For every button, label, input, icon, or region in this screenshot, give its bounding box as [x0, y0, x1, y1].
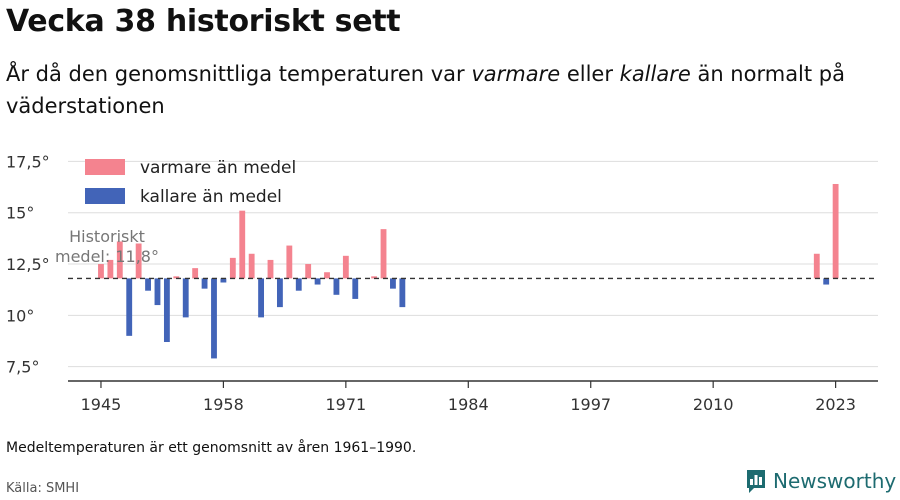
bar	[173, 276, 180, 279]
bar	[333, 278, 340, 295]
x-tick-label: 1997	[570, 395, 611, 414]
bar	[211, 278, 217, 359]
bar	[229, 257, 236, 279]
bar	[267, 259, 274, 279]
bar	[154, 278, 161, 306]
bar	[258, 278, 265, 318]
bar	[98, 264, 104, 279]
x-tick-label: 1984	[448, 395, 489, 414]
y-tick-label: 17,5°	[6, 152, 50, 171]
bar-chart: 7,5° 10° 12,5° 15° 17,5° Historiskt medel: 11,…	[6, 152, 878, 414]
bar	[145, 278, 151, 291]
bar	[220, 278, 227, 283]
bar	[399, 278, 406, 308]
legend-label: varmare än medel	[140, 158, 296, 178]
bar	[239, 210, 246, 279]
bar	[314, 278, 321, 285]
bar	[107, 259, 114, 279]
bar	[380, 229, 387, 279]
source-note: Källa: SMHI	[6, 481, 80, 496]
y-tick-label: 10°	[6, 306, 34, 325]
brand-name: Newsworthy	[773, 469, 897, 493]
x-tick-label: 2010	[693, 395, 734, 414]
subtitle-cold-word: kallare	[619, 62, 691, 86]
bar	[135, 243, 142, 279]
x-tick-label: 1971	[325, 395, 366, 414]
subtitle-warm-word: varmare	[471, 62, 561, 86]
subtitle-part-3: än normalt på väderstationen	[6, 62, 845, 118]
bar	[390, 278, 396, 289]
bar	[116, 241, 123, 279]
bar	[823, 278, 830, 285]
bar	[295, 278, 302, 291]
bar	[163, 278, 170, 343]
bar	[201, 278, 208, 289]
page-title: Vecka 38 historiskt sett	[6, 4, 401, 39]
bar	[182, 278, 189, 318]
bar	[248, 253, 255, 279]
x-tick-label: 1945	[81, 395, 122, 414]
bar	[342, 255, 349, 279]
legend-swatch	[85, 188, 125, 204]
x-tick-label: 2023	[815, 395, 856, 414]
bar	[276, 278, 283, 308]
baseline-label: Historiskt medel: 11,8°	[55, 227, 159, 266]
bar	[192, 268, 199, 279]
brand-logo: Newsworthy	[745, 468, 896, 494]
bar	[324, 272, 330, 279]
bar	[305, 264, 312, 279]
subtitle-part-2: eller	[560, 62, 620, 86]
bar	[371, 276, 378, 279]
chart-subtitle: År då den genomsnittliga temperaturen va…	[6, 58, 866, 122]
bar	[832, 183, 839, 279]
bar	[352, 278, 359, 299]
bar	[126, 278, 133, 336]
y-tick-label: 7,5°	[6, 358, 39, 377]
y-tick-label: 15°	[6, 204, 34, 223]
bar	[286, 245, 293, 279]
y-tick-label: 12,5°	[6, 255, 50, 274]
footnote: Medeltemperaturen är ett genomsnitt av å…	[6, 440, 417, 456]
x-tick-label: 1958	[203, 395, 244, 414]
subtitle-part-1: År då den genomsnittliga temperaturen va…	[6, 62, 472, 86]
newsworthy-logo-icon	[747, 470, 765, 493]
baseline-label-line: medel: 11,8°	[55, 247, 159, 266]
legend-swatch	[85, 159, 125, 175]
legend-label: kallare än medel	[140, 187, 282, 207]
bar	[813, 253, 820, 279]
baseline-label-line: Historiskt	[69, 227, 145, 246]
